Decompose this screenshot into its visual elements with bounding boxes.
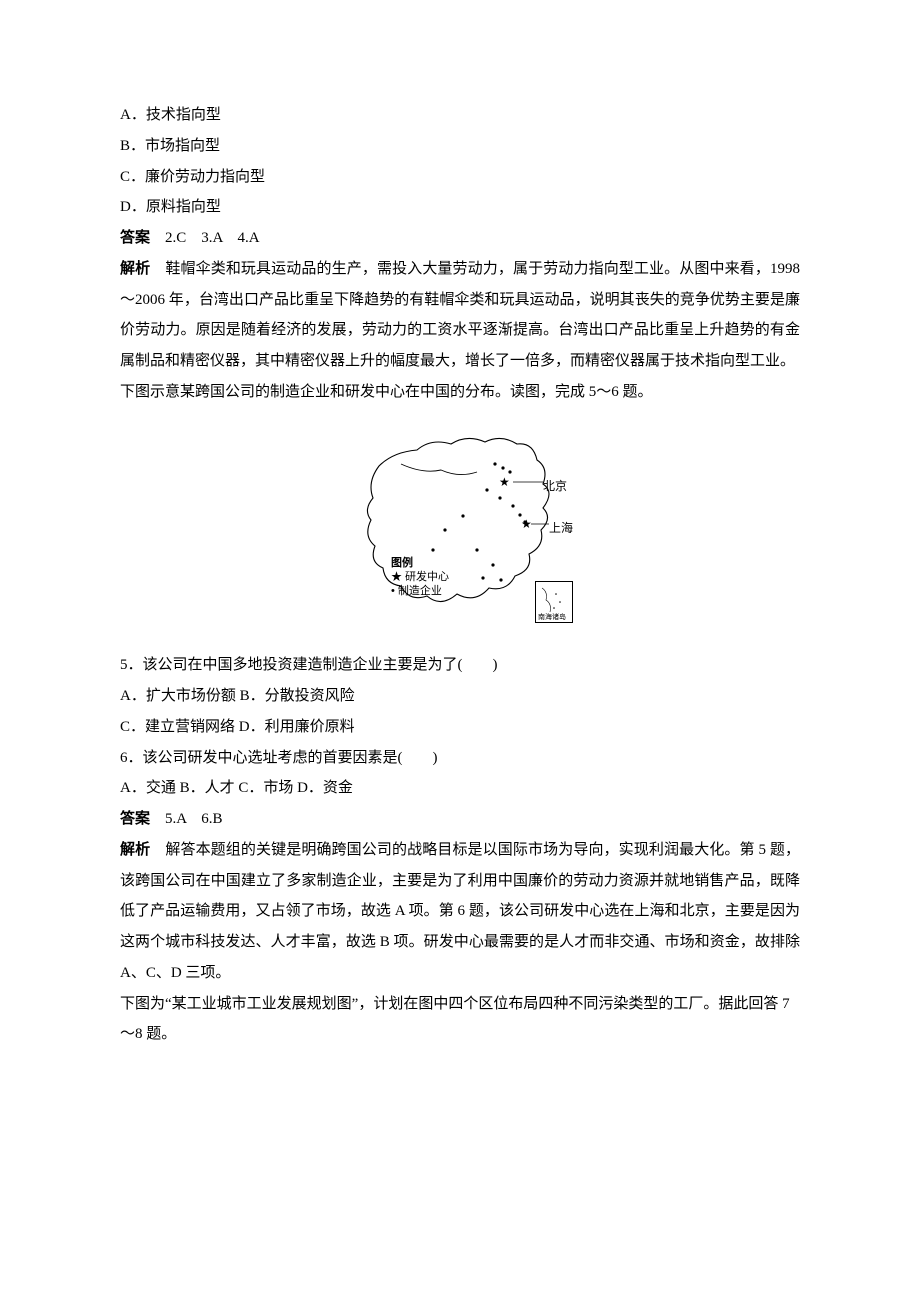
explanation-234: 解析 鞋帽伞类和玩具运动品的生产，需投入大量劳动力，属于劳动力指向型工业。从图中… [120, 254, 800, 377]
map-legend: 图例 ★ 研发中心 • 制造企业 [391, 556, 449, 599]
china-map-figure: ★ ★ 北京 上海 图例 ★ 研发中心 • 制造企业 南海诸岛 [120, 420, 800, 637]
q5-options-row1: A．扩大市场份额 B．分散投资风险 [120, 681, 800, 712]
answer-text: 2.C 3.A 4.A [150, 230, 260, 246]
q5-options-row2: C．建立营销网络 D．利用廉价原料 [120, 712, 800, 743]
answer-234: 答案 2.C 3.A 4.A [120, 223, 800, 254]
legend-mfg: • 制造企业 [391, 584, 449, 598]
q4-option-d: D．原料指向型 [120, 192, 800, 223]
answer-label-56: 答案 [120, 810, 150, 827]
answer-text-56: 5.A 6.B [150, 811, 223, 827]
explanation-text-56: 解答本题组的关键是明确跨国公司的战略目标是以国际市场为导向，实现利润最大化。第 … [120, 842, 800, 981]
city-label-shanghai: 上海 [549, 516, 573, 541]
q4-option-b: B．市场指向型 [120, 131, 800, 162]
q4-option-c: C．廉价劳动力指向型 [120, 162, 800, 193]
q6-options-row1: A．交通 B．人才 C．市场 D．资金 [120, 773, 800, 804]
inset-label: 南海诸岛 [538, 614, 566, 621]
answer-label: 答案 [120, 229, 150, 246]
intro-q78: 下图为“某工业城市工业发展规划图”，计划在图中四个区位布局四种不同污染类型的工厂… [120, 989, 800, 1051]
q6-stem: 6．该公司研发中心选址考虑的首要因素是( ) [120, 743, 800, 774]
answer-56: 答案 5.A 6.B [120, 804, 800, 835]
svg-text:★: ★ [499, 475, 510, 489]
explanation-text: 鞋帽伞类和玩具运动品的生产，需投入大量劳动力，属于劳动力指向型工业。从图中来看，… [120, 261, 800, 369]
q5-stem: 5．该公司在中国多地投资建造制造企业主要是为了( ) [120, 650, 800, 681]
inner-border [401, 464, 477, 475]
south-sea-inset: 南海诸岛 [535, 581, 573, 623]
explanation-56: 解析 解答本题组的关键是明确跨国公司的战略目标是以国际市场为导向，实现利润最大化… [120, 835, 800, 989]
legend-rd: ★ 研发中心 [391, 570, 449, 584]
city-label-beijing: 北京 [543, 474, 567, 499]
china-map-image: ★ ★ 北京 上海 图例 ★ 研发中心 • 制造企业 南海诸岛 [345, 420, 575, 625]
explanation-label-56: 解析 [120, 841, 150, 858]
q4-option-a: A．技术指向型 [120, 100, 800, 131]
explanation-label: 解析 [120, 260, 150, 277]
legend-title: 图例 [391, 556, 449, 570]
svg-text:★: ★ [521, 517, 532, 531]
intro-q56: 下图示意某跨国公司的制造企业和研发中心在中国的分布。读图，完成 5～6 题。 [120, 377, 800, 408]
